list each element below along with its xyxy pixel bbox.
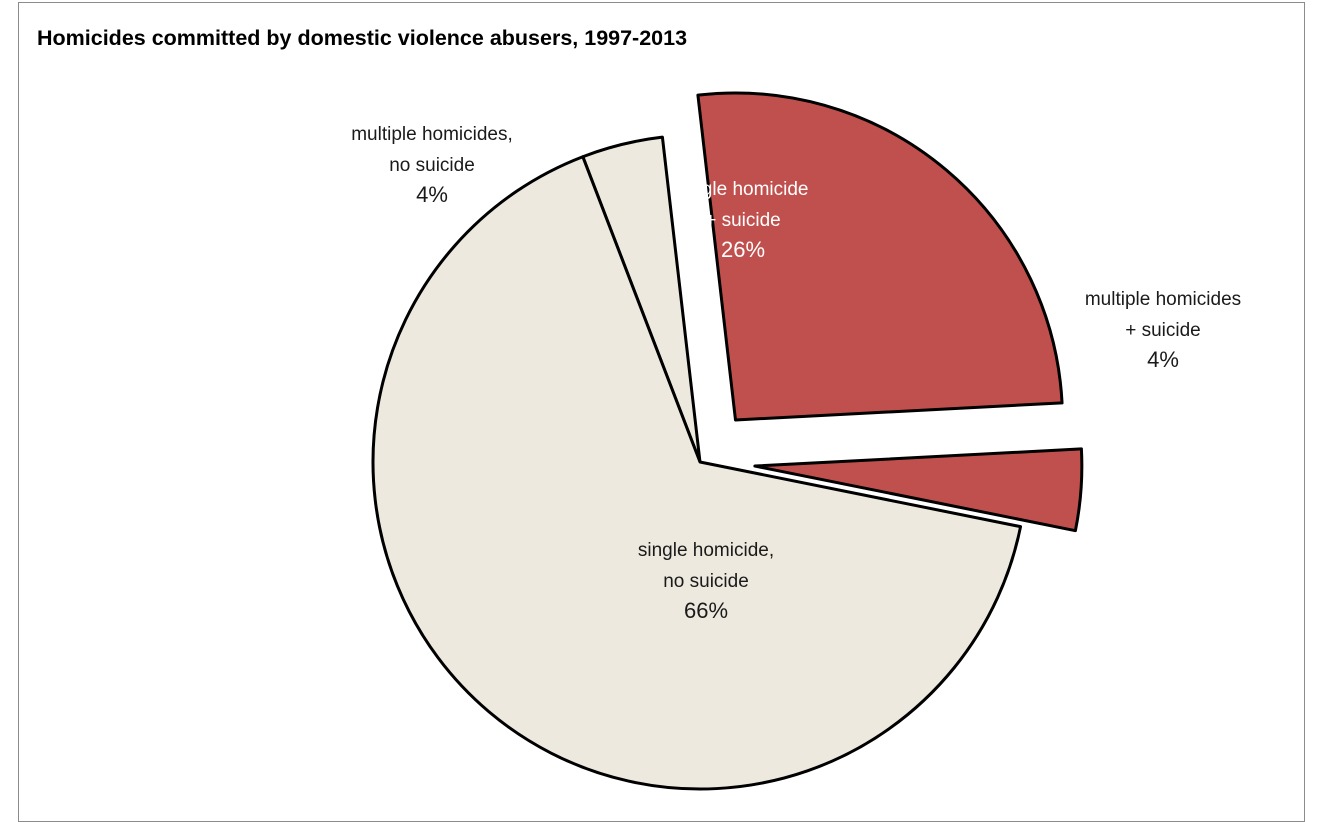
pie-slice-2 <box>696 91 1064 422</box>
slice-label-2: single homicide + suicide 26% <box>678 179 809 262</box>
slice-name-label: no suicide <box>663 571 749 592</box>
slice-value-label: 4% <box>416 182 448 207</box>
pie-slice-4 <box>371 155 1023 791</box>
slice-label-4: single homicide, no suicide 66% <box>638 540 774 623</box>
slice-value-label: 4% <box>1147 347 1179 372</box>
slice-name-label: multiple homicides, <box>351 124 513 145</box>
chart-title: Homicides committed by domestic violence… <box>37 26 688 50</box>
slice-value-label: 26% <box>721 237 765 262</box>
slice-name-label: single homicide <box>678 179 809 200</box>
pie-slice-3 <box>753 447 1084 533</box>
slice-value-label: 66% <box>684 598 728 623</box>
pie-chart: multiple homicides, no suicide 4% single ho… <box>351 91 1241 791</box>
slice-label-1: multiple homicides, no suicide 4% <box>351 124 513 207</box>
slice-name-label: + suicide <box>705 210 781 231</box>
slice-name-label: + suicide <box>1125 320 1201 341</box>
slice-name-label: multiple homicides <box>1085 289 1241 310</box>
slice-name-label: no suicide <box>389 155 475 176</box>
slice-label-3: multiple homicides + suicide 4% <box>1085 289 1241 372</box>
slice-name-label: single homicide, <box>638 540 774 561</box>
